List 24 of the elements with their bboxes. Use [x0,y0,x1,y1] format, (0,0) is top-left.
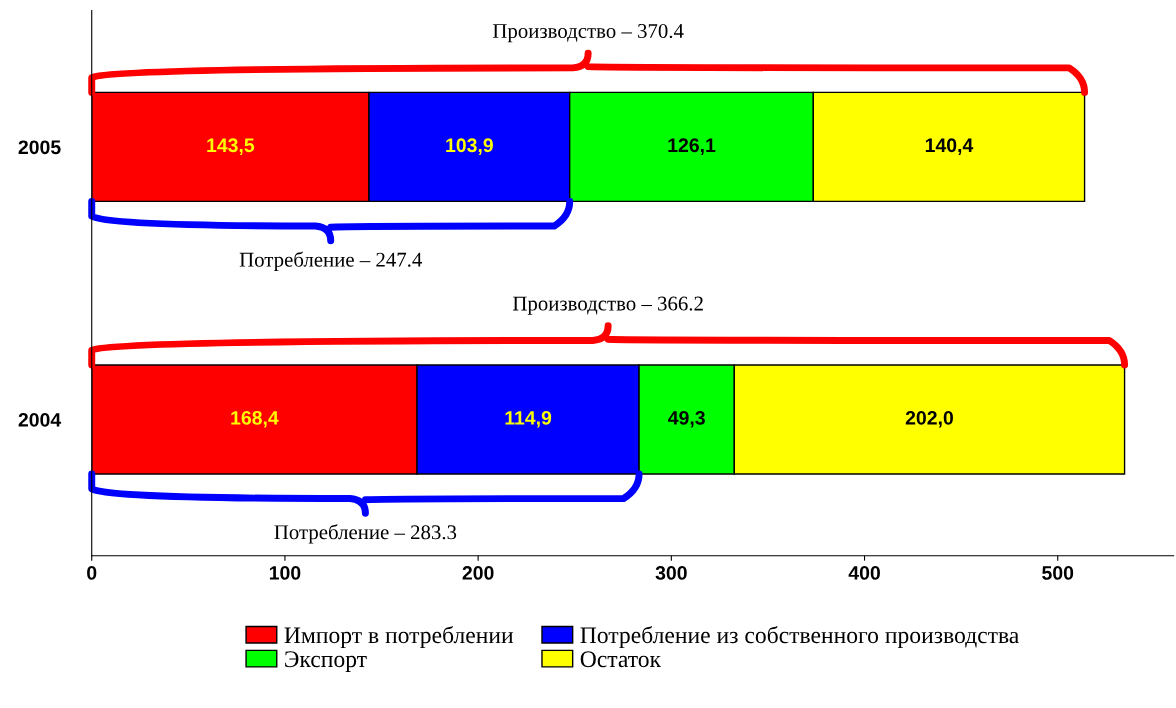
data-label: 114,9 [505,410,552,428]
annotation: Потребление – 247.4 [239,251,422,271]
data-label: 143,5 [207,138,255,155]
data-label: 126,1 [668,138,716,155]
x-tick-label: 400 [848,566,880,580]
legend-label: Потребление из собственного производства [580,626,1019,649]
data-label: 202,0 [905,410,953,428]
x-tick-label: 100 [269,566,301,580]
annotation: Производство – 370.4 [492,23,684,43]
legend-label: Импорт в потреблении [284,626,514,649]
x-tick-label: 0 [87,566,97,580]
legend-label: Остаток [580,651,662,668]
x-tick-label: 300 [655,566,687,580]
data-label: 103,9 [446,138,493,155]
data-label: 168,4 [231,410,279,428]
data-label: 49,3 [668,410,705,428]
legend-label: Экспорт [285,651,367,672]
annotation: Потребление – 283.3 [274,524,457,544]
y-tick-label: 2005 [18,140,61,155]
data-label: 140,4 [925,138,974,155]
y-tick-label: 2004 [18,412,62,427]
x-tick-label: 500 [1042,566,1074,580]
annotation: Производство – 366.2 [512,296,703,315]
x-tick-label: 200 [462,566,494,580]
